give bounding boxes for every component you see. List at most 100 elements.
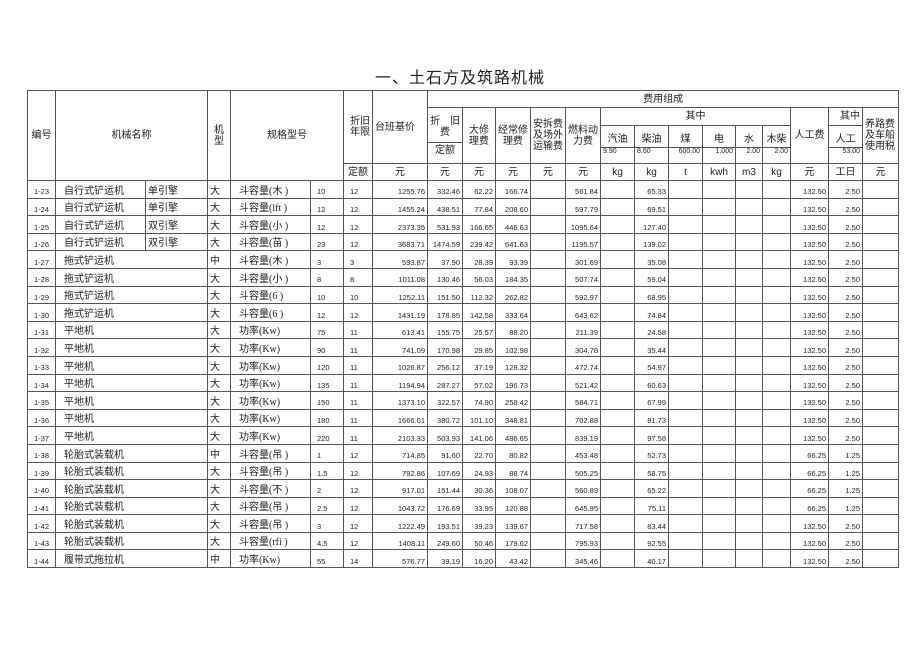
cell-labor: 132.50 xyxy=(790,355,829,375)
cell-base: 1373.10 xyxy=(372,391,428,410)
cell-code: 1-44 xyxy=(27,549,56,569)
cell-wood xyxy=(762,443,791,463)
cell-road-tax xyxy=(861,496,900,516)
cell-wood xyxy=(762,320,791,340)
unit-cell: 元 xyxy=(495,163,531,181)
cell-repair: 446.63 xyxy=(495,215,531,234)
cell-install xyxy=(530,496,566,516)
cell-labor: 66.25 xyxy=(790,443,829,463)
header-depr-sub: 定额 xyxy=(428,141,462,156)
cell-name: 轮胎式装载机 xyxy=(55,461,208,481)
cell-diesel: 68.95 xyxy=(634,285,669,305)
cell-type: 大 xyxy=(207,373,231,393)
cell-code: 1-39 xyxy=(27,461,56,481)
cell-diesel: 92.55 xyxy=(634,531,669,551)
cell-gasoline xyxy=(600,426,635,445)
cell-spec: 斗容量(木 ) xyxy=(230,180,311,199)
cell-water xyxy=(735,267,763,287)
table-row: 1-28 拖式铲运机大斗容量(小 ) 8 8 1011.08 130.46 56.03 184… xyxy=(27,267,900,287)
cell-labor: 132.50 xyxy=(790,373,829,393)
cell-name: 平地机 xyxy=(55,320,208,340)
table-row: 1-33 平地机大功率(Kw) 120 11 1026.87 256.12 37.19 128… xyxy=(27,355,900,375)
cell-gasoline xyxy=(600,197,635,217)
cell-spec: 斗容量(rfi ) xyxy=(230,531,311,551)
cell-size: 2.5 xyxy=(310,496,344,516)
cell-water xyxy=(735,320,763,340)
cell-name: 平地机 xyxy=(55,391,208,410)
cell-overhaul: 16.20 xyxy=(462,549,496,569)
cell-spec: 功率(Kw) xyxy=(230,373,311,393)
cell-overhaul: 24.93 xyxy=(462,461,496,481)
cell-spec: 斗容量(lft ) xyxy=(230,197,311,217)
table-row: 1-29 拖式铲运机大斗容量(6 ) 10 10 1252.11 151.50 112.32… xyxy=(27,285,900,305)
labor-days-label: 人工 xyxy=(835,133,856,145)
cell-repair: 184.35 xyxy=(495,267,531,287)
cell-type: 大 xyxy=(207,197,231,217)
table-row: 1-40 轮胎式装载机大斗容量(不 ) 2 12 917.01 151.44 30.36 10… xyxy=(27,479,900,498)
cell-elec xyxy=(702,496,736,516)
cell-base: 2103.33 xyxy=(372,426,428,445)
cell-diesel: 65.22 xyxy=(634,479,669,498)
cell-coal xyxy=(668,373,703,393)
table-row: 1-36 平地机大功率(Kw) 180 11 1666.01 380.72 101.10 34… xyxy=(27,408,900,428)
cell-elec xyxy=(702,514,736,533)
cell-labor-days: 1.25 xyxy=(828,479,863,498)
cell-life: 14 xyxy=(343,549,373,569)
cell-base: 714.85 xyxy=(372,443,428,463)
header-of-which-2: 其中 xyxy=(828,107,863,126)
cell-gasoline xyxy=(600,408,635,428)
cell-fuel: 597.79 xyxy=(565,197,601,217)
cell-labor-days: 2.50 xyxy=(828,391,863,410)
cell-size: 1.5 xyxy=(310,461,344,481)
cell-coal xyxy=(668,197,703,217)
cell-water xyxy=(735,549,763,569)
table-row: 1-44 履带式拖拉机中功率(Kw) 55 14 576.77 39.19 16.20 43.… xyxy=(27,549,900,569)
cell-type: 大 xyxy=(207,408,231,428)
cell-code: 1-33 xyxy=(27,355,56,375)
cell-type: 大 xyxy=(207,232,231,252)
cell-fuel: 453.48 xyxy=(565,443,601,463)
cell-labor: 132.50 xyxy=(790,320,829,340)
cell-spec: 功率(Kw) xyxy=(230,355,311,375)
cell-water xyxy=(735,514,763,533)
cell-road-tax xyxy=(861,479,900,498)
cell-wood xyxy=(762,496,791,516)
cell-name: 自行式铲运机 xyxy=(55,197,146,217)
cell-type: 大 xyxy=(207,461,231,481)
cell-name: 拖式铲运机 xyxy=(55,285,208,305)
cell-fuel: 560.89 xyxy=(565,479,601,498)
cell-water xyxy=(735,496,763,516)
cell-gasoline xyxy=(600,267,635,287)
unit-cell: kwh xyxy=(702,163,736,181)
cell-labor: 132.50 xyxy=(790,426,829,445)
coal-label: 煤 xyxy=(680,133,691,145)
cell-labor: 66.25 xyxy=(790,496,829,516)
cell-diesel: 35.08 xyxy=(634,250,669,269)
cell-base: 741.09 xyxy=(372,338,428,357)
cell-labor-days: 2.50 xyxy=(828,303,863,322)
table-row: 1-42 轮胎式装载机大斗容量(吊 ) 3 12 1222.49 193.51 39.23 1… xyxy=(27,514,900,533)
cell-depr: 332.46 xyxy=(427,180,463,199)
cell-spec: 斗容量(不 ) xyxy=(230,479,311,498)
cell-gasoline xyxy=(600,180,635,199)
cell-type: 大 xyxy=(207,215,231,234)
cell-name: 履带式拖拉机 xyxy=(55,549,208,569)
cell-elec xyxy=(702,461,736,481)
cell-fuel: 592.97 xyxy=(565,285,601,305)
cell-diesel: 97.58 xyxy=(634,426,669,445)
cell-spec: 斗容量(小 ) xyxy=(230,215,311,234)
cell-type: 中 xyxy=(207,549,231,569)
cell-install xyxy=(530,320,566,340)
cell-size: 4.5 xyxy=(310,531,344,551)
cell-name: 平地机 xyxy=(55,355,208,375)
cell-depr: 322.57 xyxy=(427,391,463,410)
cell-install xyxy=(530,426,566,445)
cell-labor-days: 2.50 xyxy=(828,373,863,393)
cell-road-tax xyxy=(861,549,900,569)
cell-gasoline xyxy=(600,250,635,269)
header-life: 折旧年限 xyxy=(343,90,373,164)
cell-water xyxy=(735,391,763,410)
cell-diesel: 35.44 xyxy=(634,338,669,357)
wood-price: 2.00 xyxy=(763,146,790,156)
cell-install xyxy=(530,391,566,410)
